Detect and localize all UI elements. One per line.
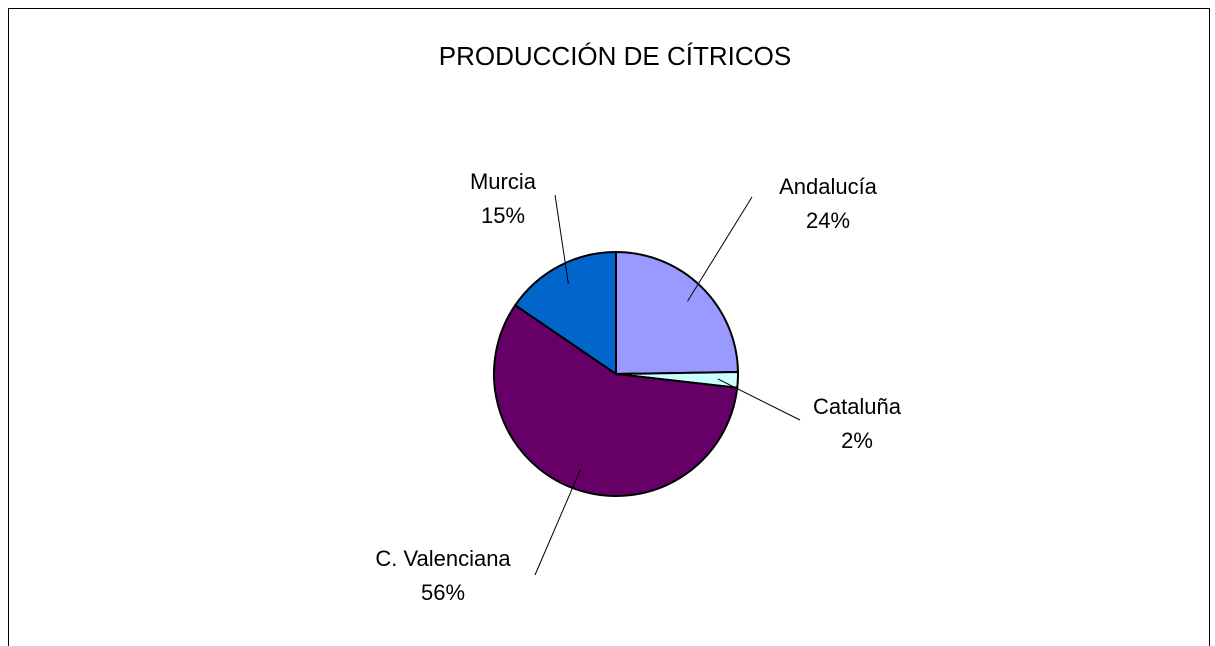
slice-value-label: 2%: [841, 428, 873, 453]
slice-label: Murcia: [470, 169, 537, 194]
leader-line: [717, 378, 801, 421]
chart-title: PRODUCCIÓN DE CÍTRICOS: [439, 41, 791, 71]
slice-label: Cataluña: [813, 394, 902, 419]
slice-label: C. Valenciana: [375, 546, 511, 571]
leader-line: [554, 194, 569, 284]
slice-value-label: 24%: [806, 208, 850, 233]
pie-slice: [513, 250, 617, 376]
pie-slice: [615, 250, 740, 376]
leader-line: [534, 469, 581, 576]
slice-value-label: 15%: [481, 203, 525, 228]
slice-value-label: 56%: [421, 580, 465, 605]
slice-label: Andalucía: [779, 174, 878, 199]
pie-slice: [493, 303, 739, 497]
leader-line: [687, 196, 753, 302]
